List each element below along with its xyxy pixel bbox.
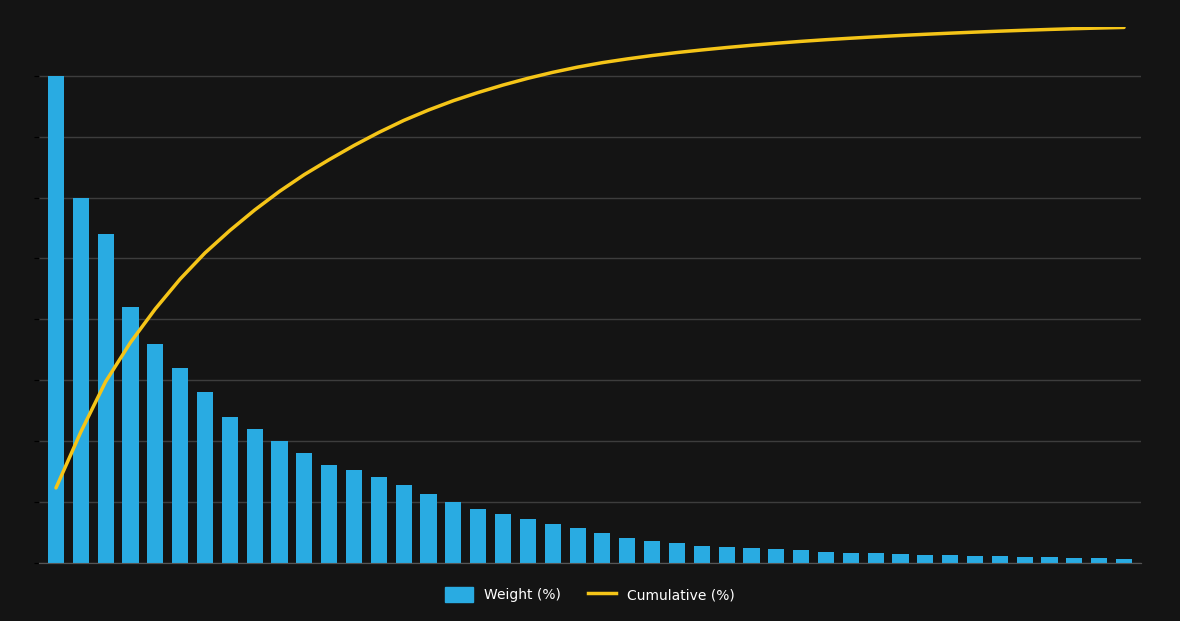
Bar (570, 528, 585, 563)
Bar (595, 533, 610, 563)
Bar (98, 234, 113, 563)
Bar (793, 550, 809, 563)
Bar (48, 76, 64, 563)
Bar (966, 556, 983, 563)
Bar (917, 555, 933, 563)
Bar (247, 428, 263, 563)
Bar (942, 555, 958, 563)
Bar (371, 478, 387, 563)
Bar (818, 551, 834, 563)
Legend: Weight (%), Cumulative (%): Weight (%), Cumulative (%) (439, 582, 741, 608)
Bar (494, 514, 511, 563)
Bar (768, 549, 785, 563)
Bar (1017, 556, 1032, 563)
Bar (222, 417, 238, 563)
Bar (470, 509, 486, 563)
Bar (420, 494, 437, 563)
Bar (1092, 558, 1107, 563)
Bar (719, 546, 735, 563)
Bar (1067, 558, 1082, 563)
Bar (1116, 559, 1132, 563)
Bar (73, 197, 88, 563)
Bar (991, 556, 1008, 563)
Bar (445, 502, 461, 563)
Bar (1042, 557, 1057, 563)
Bar (172, 368, 189, 563)
Bar (271, 441, 288, 563)
Bar (892, 554, 909, 563)
Bar (743, 548, 760, 563)
Bar (644, 541, 660, 563)
Bar (694, 545, 710, 563)
Bar (321, 465, 337, 563)
Bar (346, 470, 362, 563)
Bar (620, 538, 635, 563)
Bar (843, 553, 859, 563)
Bar (520, 519, 536, 563)
Bar (123, 307, 138, 563)
Bar (545, 524, 560, 563)
Bar (296, 453, 313, 563)
Bar (669, 543, 686, 563)
Bar (395, 485, 412, 563)
Bar (867, 553, 884, 563)
Bar (148, 343, 163, 563)
Bar (197, 392, 214, 563)
